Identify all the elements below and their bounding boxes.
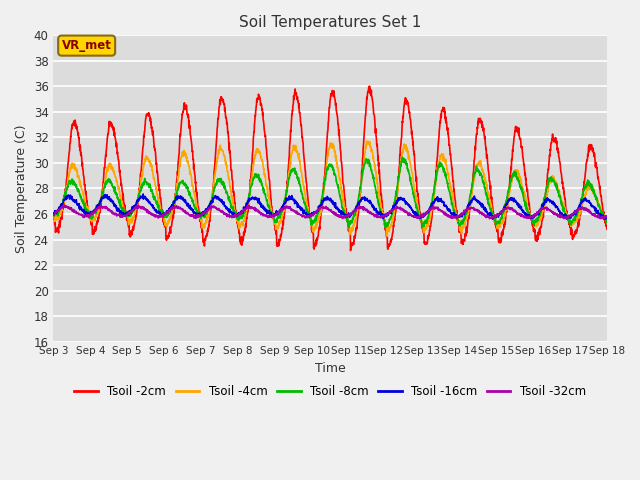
Tsoil -32cm — [555, 212, 563, 218]
Tsoil -16cm — [346, 213, 354, 218]
Line: Tsoil -32cm: Tsoil -32cm — [53, 205, 607, 219]
Tsoil -2cm — [347, 248, 355, 253]
Tsoil -32cm — [60, 203, 67, 208]
Tsoil -8cm — [603, 217, 611, 223]
Tsoil -2cm — [492, 222, 499, 228]
Tsoil -2cm — [358, 163, 366, 168]
Line: Tsoil -2cm: Tsoil -2cm — [53, 86, 607, 251]
Tsoil -16cm — [358, 195, 366, 201]
Tsoil -32cm — [346, 212, 354, 218]
Tsoil -8cm — [570, 217, 578, 223]
Tsoil -8cm — [345, 225, 353, 230]
Tsoil -2cm — [555, 149, 563, 155]
Tsoil -4cm — [570, 221, 578, 227]
Line: Tsoil -4cm: Tsoil -4cm — [53, 141, 607, 236]
Legend: Tsoil -2cm, Tsoil -4cm, Tsoil -8cm, Tsoil -16cm, Tsoil -32cm: Tsoil -2cm, Tsoil -4cm, Tsoil -8cm, Tsoi… — [70, 381, 591, 403]
X-axis label: Time: Time — [315, 362, 346, 375]
Tsoil -32cm — [486, 216, 493, 222]
Tsoil -2cm — [570, 232, 578, 238]
Tsoil -4cm — [358, 174, 366, 180]
Tsoil -2cm — [49, 213, 57, 218]
Line: Tsoil -8cm: Tsoil -8cm — [53, 157, 607, 228]
Line: Tsoil -16cm: Tsoil -16cm — [53, 194, 607, 219]
Tsoil -16cm — [570, 212, 578, 218]
Tsoil -4cm — [555, 187, 563, 193]
Tsoil -4cm — [346, 231, 354, 237]
Tsoil -4cm — [383, 233, 391, 239]
Tsoil -32cm — [204, 208, 212, 214]
Tsoil -8cm — [399, 154, 406, 160]
Tsoil -16cm — [204, 204, 212, 210]
Tsoil -8cm — [492, 215, 499, 221]
Title: Soil Temperatures Set 1: Soil Temperatures Set 1 — [239, 15, 421, 30]
Tsoil -16cm — [49, 211, 57, 216]
Tsoil -8cm — [555, 188, 563, 193]
Tsoil -16cm — [140, 191, 147, 197]
Tsoil -8cm — [49, 211, 57, 217]
Tsoil -4cm — [363, 138, 371, 144]
Tsoil -8cm — [346, 221, 354, 227]
Tsoil -8cm — [358, 173, 366, 179]
Tsoil -16cm — [555, 206, 563, 212]
Tsoil -32cm — [570, 211, 578, 216]
Tsoil -32cm — [358, 206, 366, 212]
Tsoil -32cm — [603, 214, 611, 219]
Tsoil -32cm — [49, 212, 57, 218]
Text: VR_met: VR_met — [61, 39, 111, 52]
Tsoil -4cm — [492, 220, 499, 226]
Tsoil -16cm — [603, 214, 611, 219]
Tsoil -4cm — [603, 217, 611, 223]
Tsoil -16cm — [489, 216, 497, 222]
Tsoil -4cm — [204, 215, 212, 221]
Tsoil -2cm — [603, 226, 611, 232]
Tsoil -2cm — [204, 229, 212, 235]
Tsoil -2cm — [346, 231, 354, 237]
Y-axis label: Soil Temperature (C): Soil Temperature (C) — [15, 124, 28, 252]
Tsoil -8cm — [204, 207, 212, 213]
Tsoil -4cm — [49, 214, 57, 219]
Tsoil -32cm — [492, 213, 499, 219]
Tsoil -2cm — [365, 83, 373, 89]
Tsoil -16cm — [492, 214, 499, 220]
